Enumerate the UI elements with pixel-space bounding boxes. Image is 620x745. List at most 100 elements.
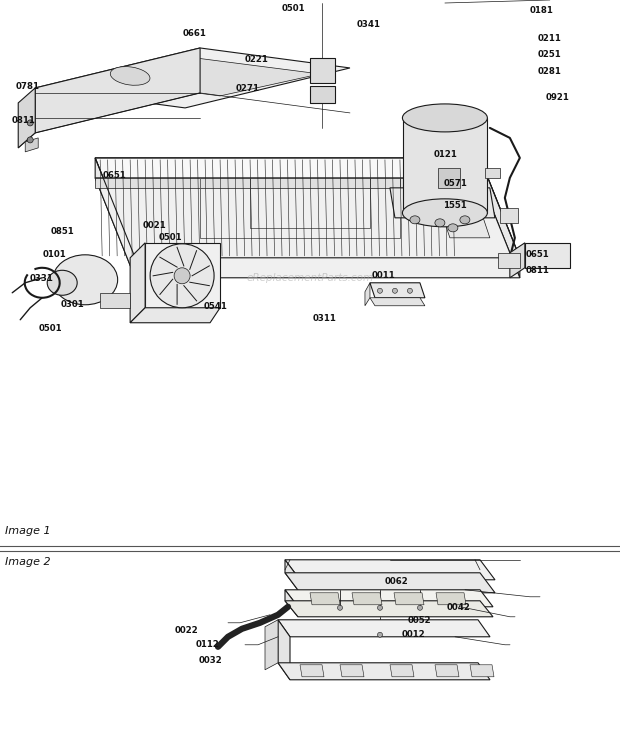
Text: 0052: 0052 [408,616,432,625]
Text: 0651: 0651 [102,171,126,180]
Text: 0112: 0112 [196,640,220,649]
Polygon shape [278,663,490,679]
Polygon shape [390,188,495,218]
Text: 0221: 0221 [245,54,269,63]
Text: 0811: 0811 [11,116,35,125]
Text: 0022: 0022 [175,626,198,635]
Polygon shape [100,293,130,308]
Text: 0501: 0501 [282,4,306,13]
Text: 0311: 0311 [313,314,337,323]
Polygon shape [285,590,298,617]
Text: 0281: 0281 [538,67,562,76]
Polygon shape [145,243,220,308]
Ellipse shape [448,224,458,232]
Polygon shape [485,168,500,178]
Text: 0012: 0012 [402,630,425,638]
Polygon shape [80,56,320,96]
Circle shape [378,633,383,637]
Polygon shape [498,253,520,267]
Circle shape [150,244,214,308]
Polygon shape [394,593,424,605]
Circle shape [337,605,342,610]
Text: 0571: 0571 [443,179,467,188]
Polygon shape [480,158,520,278]
Text: 0921: 0921 [546,93,569,102]
Polygon shape [35,48,200,133]
Polygon shape [500,208,518,223]
Text: 0541: 0541 [203,302,228,311]
Polygon shape [285,590,493,606]
Polygon shape [525,243,570,267]
Ellipse shape [53,255,118,305]
Text: eReplacementParts.com: eReplacementParts.com [246,273,374,283]
Polygon shape [370,283,425,298]
Polygon shape [25,138,38,152]
Ellipse shape [110,66,150,85]
Circle shape [392,288,397,294]
Polygon shape [285,600,493,617]
Text: Image 2: Image 2 [5,557,51,567]
Circle shape [378,288,383,294]
Polygon shape [370,298,425,305]
Polygon shape [365,283,370,305]
Polygon shape [438,168,460,188]
Polygon shape [300,665,324,676]
Text: Image 1: Image 1 [5,525,51,536]
Polygon shape [352,593,382,605]
Polygon shape [436,593,466,605]
Polygon shape [285,573,495,593]
Text: 0501: 0501 [158,232,182,241]
Text: 0301: 0301 [61,300,85,309]
Circle shape [27,137,33,143]
Text: 0661: 0661 [183,30,207,39]
Polygon shape [390,665,414,676]
Polygon shape [95,158,520,258]
Polygon shape [130,308,220,323]
Text: 0121: 0121 [434,150,458,159]
Polygon shape [430,178,490,238]
Ellipse shape [402,199,487,226]
Circle shape [174,267,190,284]
Ellipse shape [402,104,487,132]
Circle shape [27,120,33,126]
Text: 0101: 0101 [42,250,66,259]
Text: 0181: 0181 [530,7,554,16]
Text: 0021: 0021 [143,221,167,230]
Polygon shape [310,593,340,605]
Polygon shape [278,620,290,679]
Polygon shape [95,158,135,278]
Text: 0011: 0011 [372,271,396,280]
Text: 0341: 0341 [356,20,381,29]
Polygon shape [285,559,300,593]
Polygon shape [130,243,145,323]
Text: 0251: 0251 [538,50,562,60]
Polygon shape [95,178,480,188]
Polygon shape [18,88,35,148]
Ellipse shape [47,270,77,295]
Text: 0501: 0501 [38,324,62,333]
Ellipse shape [460,216,470,224]
Polygon shape [310,58,335,83]
Ellipse shape [435,219,445,226]
Text: 1551: 1551 [443,201,467,210]
Text: 0032: 0032 [198,656,222,665]
Circle shape [417,605,422,610]
Polygon shape [95,178,520,278]
Polygon shape [310,86,335,103]
Text: 0851: 0851 [51,226,75,235]
Polygon shape [403,118,487,213]
Text: 0781: 0781 [16,82,40,91]
Circle shape [407,288,412,294]
Polygon shape [510,243,525,278]
Ellipse shape [410,216,420,224]
Text: 0271: 0271 [236,84,260,93]
Text: 0331: 0331 [30,273,54,282]
Polygon shape [340,665,364,676]
Polygon shape [265,620,278,670]
Text: 0211: 0211 [538,34,562,42]
Text: 0042: 0042 [446,603,471,612]
Text: 0811: 0811 [526,266,549,275]
Text: 0651: 0651 [526,250,549,259]
Text: 0062: 0062 [384,577,408,586]
Circle shape [378,605,383,610]
